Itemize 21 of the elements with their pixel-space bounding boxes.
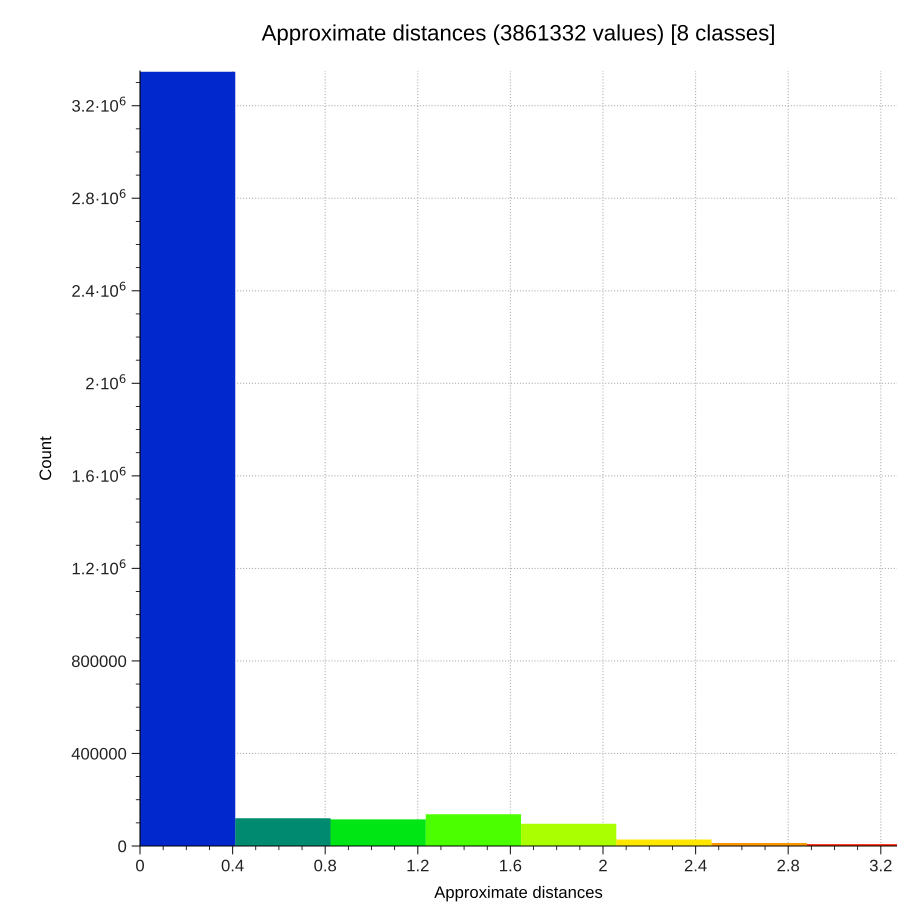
y-tick-label: 1.2·10$^{6}$ — [72, 559, 126, 574]
chart-title: Approximate distances (3861332 values) [8 classes] — [262, 24, 774, 46]
y-tick-label: 2·10$^{6}$ — [86, 374, 126, 390]
y-tick-label: 3.2·10$^{6}$ — [72, 96, 126, 112]
y-axis-title: Count — [39, 436, 52, 480]
y-tick-label: 2.8·10$^{6}$ — [72, 189, 126, 204]
x-tick-label: 0.4 — [222, 860, 244, 872]
y-tick-label: 2.4·10$^{6}$ — [72, 282, 126, 297]
x-axis-title: Approximate distances — [434, 886, 602, 902]
y-tick-label: 0 — [118, 840, 126, 852]
x-tick-label: 0 — [136, 860, 144, 872]
x-tick-label: 2.4 — [684, 860, 707, 872]
y-tick-label: 400000 — [72, 748, 126, 760]
x-tick-label: 2 — [599, 860, 607, 872]
x-tick-label: 3.2 — [870, 860, 892, 872]
x-tick-label: 2.8 — [777, 860, 800, 872]
x-tick-label: 0.8 — [314, 860, 336, 872]
y-tick-label: 800000 — [72, 655, 126, 668]
x-tick-label: 1.2 — [407, 860, 429, 872]
x-tick-label: 1.6 — [500, 860, 522, 872]
y-tick-label: 1.6·10$^{6}$ — [72, 466, 126, 482]
